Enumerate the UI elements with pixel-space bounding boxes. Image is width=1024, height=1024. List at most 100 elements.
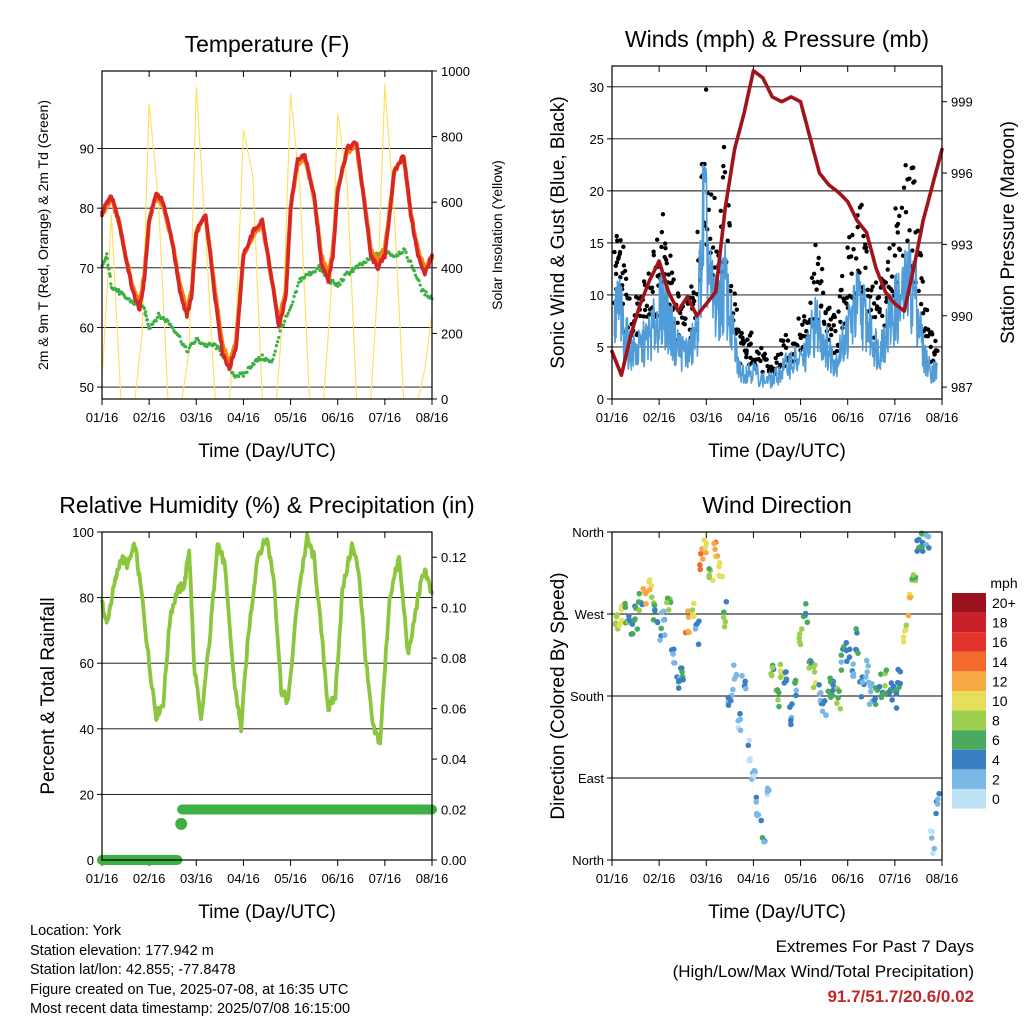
temp-xtick-label: 04/16 [227, 410, 260, 425]
dir-direction-point [648, 594, 655, 600]
dir-legend-label: 14 [992, 654, 1008, 670]
wind-gust-point [721, 163, 726, 169]
wind-gust-point [851, 246, 856, 252]
wind-gust-point [877, 309, 882, 315]
temp-dewpoint-point [404, 250, 408, 254]
wind-gust-point [889, 274, 895, 279]
rh-humidity-line [100, 532, 434, 746]
wind-gust-point [691, 298, 697, 304]
dir-legend-swatch [952, 593, 986, 613]
dir-direction-point [837, 705, 844, 712]
wind-gust-point [928, 344, 933, 350]
dir-legend-label: 20+ [992, 595, 1016, 611]
dir-direction-point [796, 635, 802, 641]
wind-gust-point [725, 238, 730, 243]
dir-xtick-label: 05/16 [784, 871, 817, 886]
wind-gust-point [814, 287, 819, 292]
wind-gust-point [774, 360, 779, 365]
dir-direction-point [931, 845, 938, 852]
dir-direction-point [679, 669, 685, 675]
dir-direction-point [923, 532, 930, 539]
temp-ylabel: 2m & 9m T (Red, Orange) & 2m Td (Green) [35, 100, 51, 370]
temp-dewpoint-point [151, 322, 155, 326]
wind-gust-point [895, 230, 900, 235]
wind-gust-point [637, 313, 643, 319]
dir-direction-point [878, 671, 884, 677]
rh-xlabel: Time (Day/UTC) [198, 902, 336, 923]
temp-ytick-label: 90 [80, 142, 94, 157]
dir-direction-point [768, 670, 774, 677]
wind-gust-point [614, 260, 620, 265]
rh-ytick-right-label: 0.06 [441, 702, 466, 717]
wind-gust-point [622, 268, 628, 274]
temp-dewpoint-point [292, 294, 296, 299]
wind-gust-point [745, 337, 750, 342]
extremes-values: 91.7/51.7/20.6/0.02 [827, 987, 974, 1006]
dir-direction-point [935, 796, 941, 803]
temp-t2m-line [100, 140, 434, 372]
dir-direction-point [792, 677, 799, 684]
wind-gust-point [903, 163, 908, 168]
temp-dewpoint-point [342, 278, 346, 282]
dir-direction-point [830, 687, 836, 694]
temp-dewpoint-point [145, 318, 149, 322]
temp-xtick-label: 05/16 [274, 410, 307, 425]
temp-dewpoint-point [179, 340, 183, 344]
wind-gust-point [664, 261, 670, 266]
dir-direction-point [636, 607, 643, 614]
wind-gust-point [651, 253, 656, 258]
wind-gust-point [910, 248, 915, 253]
wind-ytick-label: 5 [597, 340, 604, 355]
rh-ytick-label: 0 [87, 853, 94, 868]
dir-direction-point [788, 721, 794, 728]
dir-direction-point [793, 687, 800, 694]
temp-dewpoint-point [146, 322, 150, 326]
temp-ytick-label: 80 [80, 201, 94, 216]
wind-gust-point [641, 314, 646, 319]
dir-direction-point [685, 608, 691, 614]
dir-ytick-label: West [575, 607, 605, 622]
temp-dewpoint-point [306, 273, 310, 277]
wind-gust-point [654, 237, 660, 242]
dir-direction-point [810, 664, 817, 670]
dir-legend-label: 4 [992, 752, 1000, 768]
dir-direction-point [846, 654, 853, 660]
dir-direction-point [803, 600, 809, 607]
wind-gust-point [647, 312, 652, 317]
dir-direction-point [926, 545, 932, 551]
dir-direction-point [761, 838, 767, 845]
temp-dewpoint-point [294, 290, 299, 294]
temp-dewpoint-point [286, 311, 290, 315]
dir-direction-point [872, 701, 879, 708]
temp-dewpoint-point [273, 349, 277, 353]
wind-gust-point [885, 259, 891, 265]
dir-direction-point [905, 612, 912, 619]
temp-dewpoint-point [270, 360, 274, 364]
wind-gust-point [666, 272, 671, 277]
dir-direction-point [634, 626, 641, 632]
rh-precip-point [175, 817, 188, 830]
dir-xlabel: Time (Day/UTC) [708, 902, 846, 923]
temp-dewpoint-point [278, 329, 282, 333]
wind-gust-point [646, 271, 651, 276]
temp-dewpoint-point [105, 252, 109, 256]
dir-direction-point [919, 548, 926, 555]
wind-gust-point [732, 302, 738, 307]
dir-direction-point [671, 659, 677, 666]
wind-gust-point [689, 284, 694, 289]
wind-gust-point [614, 233, 619, 239]
temp-dewpoint-point [418, 283, 422, 287]
wind-gust-point [668, 253, 673, 258]
wind-gust-point [651, 249, 656, 254]
wind-gust-point [706, 207, 711, 213]
temp-dewpoint-point [403, 248, 407, 252]
wind-xtick-label: 01/16 [596, 410, 629, 425]
wind-ytick-right-label: 999 [951, 95, 973, 110]
temp-dewpoint-point [171, 326, 175, 330]
temp-dewpoint-point [364, 260, 368, 265]
dir-direction-point [783, 669, 789, 675]
wind-gust-point [891, 242, 896, 247]
dir-direction-point [670, 651, 676, 657]
temp-dewpoint-point [108, 274, 112, 278]
wind-gust-point [813, 242, 818, 248]
